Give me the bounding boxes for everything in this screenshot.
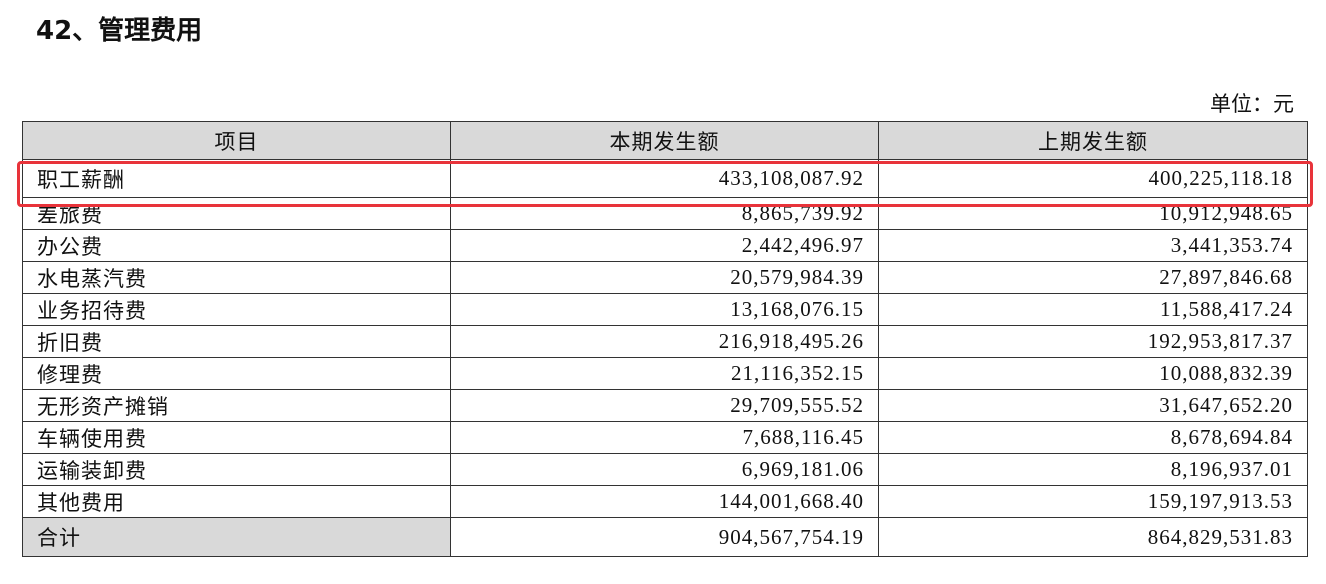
header-row: 项目 本期发生额 上期发生额 xyxy=(22,121,1308,160)
item-cell: 差旅费 xyxy=(22,197,451,230)
title: 42、管理费用 xyxy=(36,16,203,46)
table-row: 业务招待费 13,168,076.15 11,588,417.24 xyxy=(22,293,1308,326)
table-row: 合计 904,567,754.19 864,829,531.83 xyxy=(22,517,1308,557)
column-header: 项目 xyxy=(22,121,451,160)
amount-cell: 7,688,116.45 xyxy=(450,421,879,454)
item-cell: 车辆使用费 xyxy=(22,421,451,454)
amount-cell: 29,709,555.52 xyxy=(450,389,879,422)
amount-cell: 21,116,352.15 xyxy=(450,357,879,390)
item-cell: 其他费用 xyxy=(22,485,451,518)
table-row: 修理费 21,116,352.15 10,088,832.39 xyxy=(22,357,1308,390)
unit: 单位：元 xyxy=(1210,92,1294,116)
amount-cell: 8,678,694.84 xyxy=(878,421,1308,454)
amount-cell: 2,442,496.97 xyxy=(450,229,879,262)
amount-cell: 10,912,948.65 xyxy=(878,197,1308,230)
column-header: 上期发生额 xyxy=(878,121,1308,160)
item-cell: 折旧费 xyxy=(22,325,451,358)
expense-table: 项目 本期发生额 上期发生额 职工薪酬 433,108,087.92 400,225,1… xyxy=(22,121,1308,557)
item-cell: 职工薪酬 xyxy=(22,159,451,198)
amount-cell: 3,441,353.74 xyxy=(878,229,1308,262)
item-cell: 合计 xyxy=(22,517,451,557)
table-row: 车辆使用费 7,688,116.45 8,678,694.84 xyxy=(22,421,1308,454)
amount-cell: 27,897,846.68 xyxy=(878,261,1308,294)
amount-cell: 159,197,913.53 xyxy=(878,485,1308,518)
amount-cell: 400,225,118.18 xyxy=(878,159,1308,198)
amount-cell: 8,865,739.92 xyxy=(450,197,879,230)
table-row: 折旧费 216,918,495.26 192,953,817.37 xyxy=(22,325,1308,358)
amount-cell: 20,579,984.39 xyxy=(450,261,879,294)
amount-cell: 433,108,087.92 xyxy=(450,159,879,198)
item-cell: 水电蒸汽费 xyxy=(22,261,451,294)
amount-cell: 192,953,817.37 xyxy=(878,325,1308,358)
table-row: 其他费用 144,001,668.40 159,197,913.53 xyxy=(22,485,1308,518)
amount-cell: 904,567,754.19 xyxy=(450,517,879,557)
item-cell: 办公费 xyxy=(22,229,451,262)
amount-cell: 6,969,181.06 xyxy=(450,453,879,486)
table-row: 职工薪酬 433,108,087.92 400,225,118.18 xyxy=(22,159,1308,198)
table-body: 职工薪酬 433,108,087.92 400,225,118.18 差旅费 8,865… xyxy=(22,159,1308,557)
table-row: 无形资产摊销 29,709,555.52 31,647,652.20 xyxy=(22,389,1308,422)
table-row: 办公费 2,442,496.97 3,441,353.74 xyxy=(22,229,1308,262)
amount-cell: 31,647,652.20 xyxy=(878,389,1308,422)
item-cell: 无形资产摊销 xyxy=(22,389,451,422)
amount-cell: 8,196,937.01 xyxy=(878,453,1308,486)
table-row: 水电蒸汽费 20,579,984.39 27,897,846.68 xyxy=(22,261,1308,294)
amount-cell: 11,588,417.24 xyxy=(878,293,1308,326)
table-row: 运输装卸费 6,969,181.06 8,196,937.01 xyxy=(22,453,1308,486)
amount-cell: 13,168,076.15 xyxy=(450,293,879,326)
amount-cell: 864,829,531.83 xyxy=(878,517,1308,557)
item-cell: 运输装卸费 xyxy=(22,453,451,486)
column-header: 本期发生额 xyxy=(450,121,879,160)
amount-cell: 144,001,668.40 xyxy=(450,485,879,518)
item-cell: 业务招待费 xyxy=(22,293,451,326)
item-cell: 修理费 xyxy=(22,357,451,390)
table-row: 差旅费 8,865,739.92 10,912,948.65 xyxy=(22,197,1308,230)
amount-cell: 10,088,832.39 xyxy=(878,357,1308,390)
amount-cell: 216,918,495.26 xyxy=(450,325,879,358)
